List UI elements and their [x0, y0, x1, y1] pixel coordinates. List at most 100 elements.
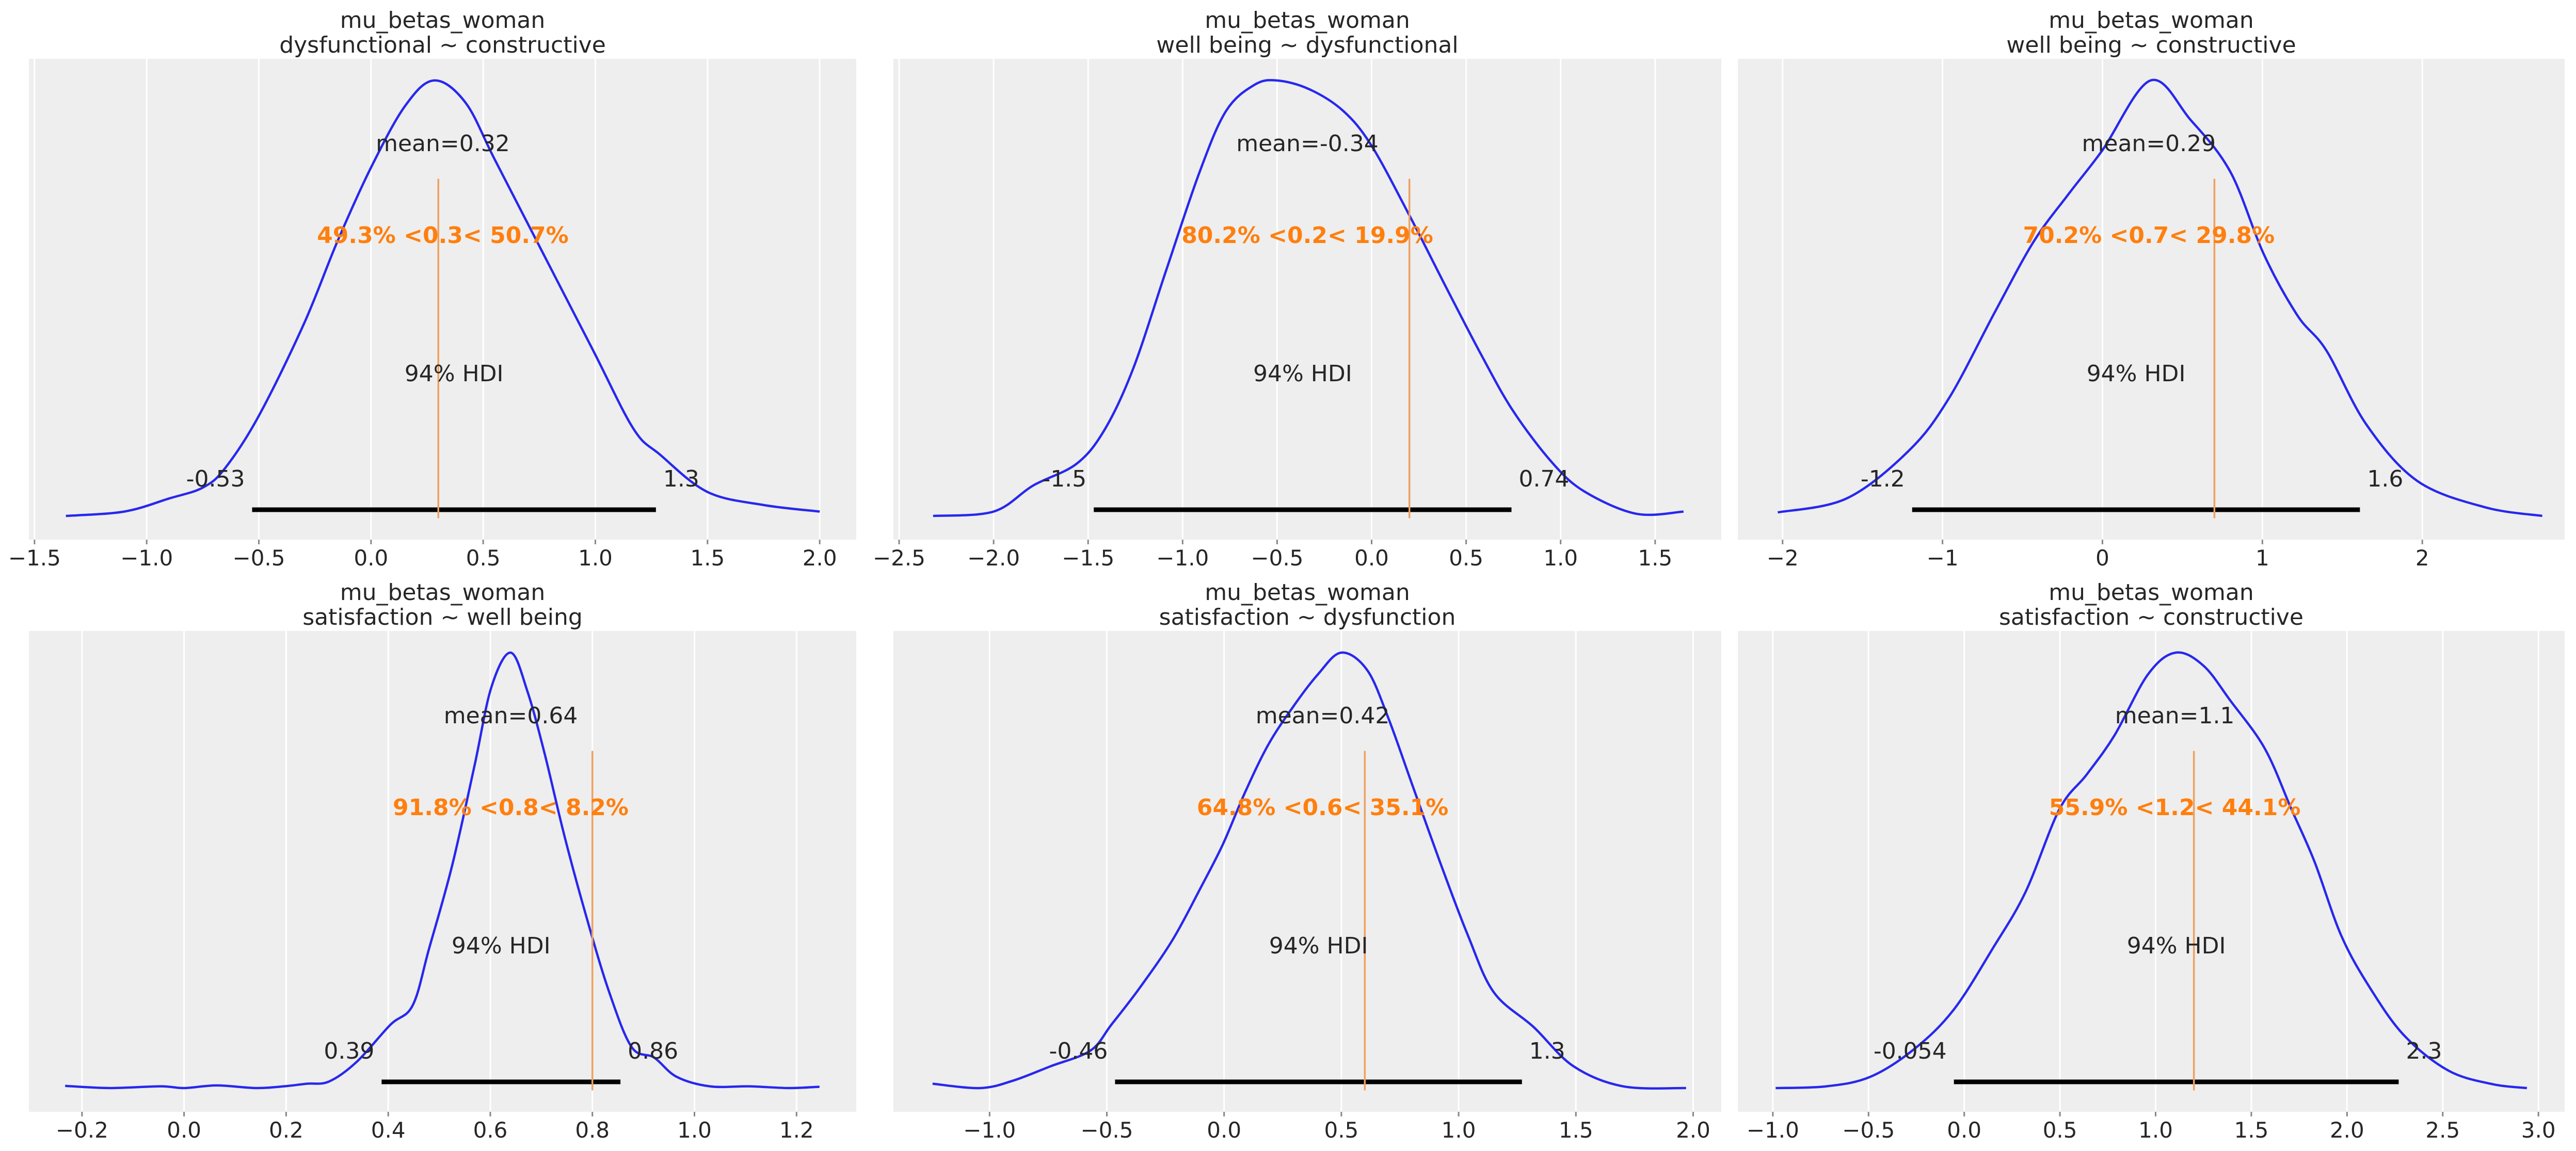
hdi-low-label: -1.2 — [1861, 466, 1905, 492]
x-tick-label: 0.0 — [354, 545, 388, 571]
x-tick-label: 1.5 — [1559, 1117, 1593, 1143]
x-tick-label: −2 — [1767, 545, 1799, 571]
x-tick-label: 0.0 — [1354, 545, 1389, 571]
x-tick-label: 1.5 — [690, 545, 725, 571]
x-tick-label: 0.8 — [575, 1117, 610, 1143]
x-tick-label: −1.0 — [963, 1117, 1016, 1143]
x-tick-label: 0 — [2095, 545, 2109, 571]
x-tick-label: −0.2 — [56, 1117, 108, 1143]
hdi-high-label: 0.74 — [1519, 466, 1570, 492]
x-tick-label: −2.5 — [873, 545, 925, 571]
x-tick-label: −1.0 — [1156, 545, 1209, 571]
x-tick-label: 0.4 — [371, 1117, 406, 1143]
x-tick-label: 0.2 — [269, 1117, 303, 1143]
x-tick-label: 0.5 — [1449, 545, 1483, 571]
hdi-label: 94% HDI — [2087, 361, 2186, 387]
x-tick-label: −1 — [1927, 545, 1959, 571]
x-tick-label: 1.0 — [677, 1117, 712, 1143]
hdi-low-label: -0.53 — [186, 466, 245, 492]
x-tick-label: −2.0 — [967, 545, 1020, 571]
mean-label: mean=0.42 — [1256, 703, 1390, 729]
plot-area — [893, 59, 1721, 540]
x-tick-label: −0.5 — [1080, 1117, 1133, 1143]
x-tick-label: 2 — [2415, 545, 2429, 571]
x-tick-label: 1 — [2255, 545, 2269, 571]
x-tick-label: 3.0 — [2521, 1117, 2556, 1143]
x-tick-label: 0.5 — [2043, 1117, 2077, 1143]
kde-line — [933, 79, 1684, 517]
x-tick-label: 2.5 — [2425, 1117, 2460, 1143]
reference-label: 49.3% <0.3< 50.7% — [317, 222, 569, 249]
x-tick-label: −1.0 — [120, 545, 173, 571]
x-tick-label: 2.0 — [1676, 1117, 1710, 1143]
panel-subtitle: well being ~ constructive — [2006, 32, 2296, 58]
reference-label: 55.9% <1.2< 44.1% — [2049, 795, 2301, 821]
x-tick-label: −1.5 — [8, 545, 61, 571]
panel-title: mu_betas_woman — [340, 579, 546, 606]
mean-label: mean=1.1 — [2115, 703, 2235, 729]
mean-label: mean=0.64 — [444, 703, 578, 729]
plot-area — [1738, 59, 2565, 540]
hdi-high-label: 1.6 — [2367, 466, 2403, 492]
reference-label: 64.8% <0.6< 35.1% — [1197, 795, 1449, 821]
hdi-low-label: -1.5 — [1042, 466, 1086, 492]
x-tick-label: −1.5 — [1062, 545, 1114, 571]
kde-line — [1778, 78, 2542, 517]
x-tick-label: 0.0 — [167, 1117, 201, 1143]
panel-subtitle: satisfaction ~ dysfunction — [1159, 604, 1456, 630]
kde-line — [1775, 651, 2527, 1090]
hdi-label: 94% HDI — [405, 361, 504, 387]
hdi-high-label: 1.3 — [663, 466, 699, 492]
x-tick-label: −0.5 — [233, 545, 285, 571]
x-tick-label: 1.5 — [2234, 1117, 2269, 1143]
hdi-label: 94% HDI — [452, 933, 551, 959]
kde-line — [66, 79, 820, 517]
x-tick-label: −0.5 — [1251, 545, 1303, 571]
x-tick-label: 0.6 — [473, 1117, 508, 1143]
reference-label: 91.8% <0.8< 8.2% — [393, 795, 629, 821]
x-tick-label: 1.0 — [578, 545, 613, 571]
panel-title: mu_betas_woman — [2049, 579, 2254, 606]
x-tick-label: 0.5 — [1324, 1117, 1358, 1143]
reference-label: 70.2% <0.7< 29.8% — [2023, 222, 2275, 249]
plot-area — [29, 631, 856, 1112]
panel-title: mu_betas_woman — [1205, 7, 1410, 34]
x-tick-label: 0.5 — [466, 545, 501, 571]
x-tick-label: 1.2 — [779, 1117, 814, 1143]
hdi-high-label: 1.3 — [1529, 1038, 1565, 1064]
x-tick-label: 0.0 — [1207, 1117, 1241, 1143]
x-tick-label: 0.0 — [1947, 1117, 1981, 1143]
kde-line — [65, 651, 820, 1090]
panel-subtitle: satisfaction ~ constructive — [1999, 604, 2303, 630]
hdi-high-label: 2.3 — [2406, 1038, 2442, 1064]
hdi-low-label: -0.054 — [1874, 1038, 1947, 1064]
panel-title: mu_betas_woman — [1205, 579, 1410, 606]
hdi-high-label: 0.86 — [628, 1038, 678, 1064]
mean-label: mean=0.32 — [376, 131, 510, 157]
plot-area — [1738, 631, 2565, 1112]
hdi-low-label: 0.39 — [324, 1038, 374, 1064]
panel-subtitle: well being ~ dysfunctional — [1156, 32, 1458, 58]
x-tick-label: 1.0 — [1442, 1117, 1476, 1143]
hdi-label: 94% HDI — [2127, 933, 2226, 959]
plot-area — [893, 631, 1721, 1112]
hdi-label: 94% HDI — [1269, 933, 1368, 959]
x-tick-label: 2.0 — [2330, 1117, 2364, 1143]
x-tick-label: 1.0 — [1543, 545, 1578, 571]
mean-label: mean=0.29 — [2082, 131, 2216, 157]
reference-label: 80.2% <0.2< 19.9% — [1181, 222, 1433, 249]
hdi-low-label: -0.46 — [1049, 1038, 1108, 1064]
hdi-label: 94% HDI — [1253, 361, 1352, 387]
panel-subtitle: dysfunctional ~ constructive — [279, 32, 606, 58]
x-tick-label: −0.5 — [1842, 1117, 1895, 1143]
x-tick-label: 1.0 — [2138, 1117, 2173, 1143]
panel-subtitle: satisfaction ~ well being — [302, 604, 583, 630]
kde-line — [932, 651, 1686, 1090]
